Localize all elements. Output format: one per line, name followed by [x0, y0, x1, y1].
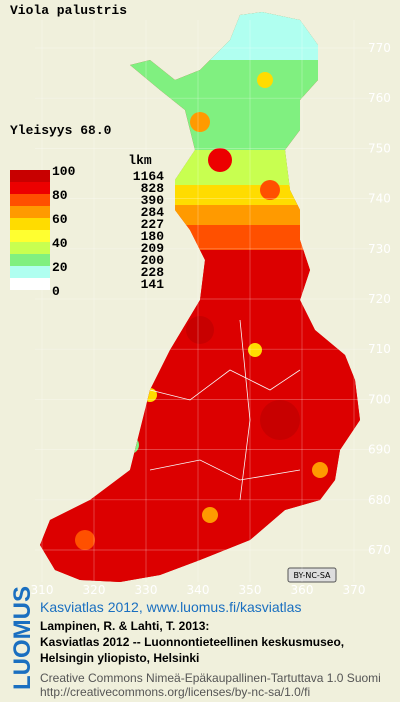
legend-count: 390 — [141, 193, 165, 208]
x-tick-label: 360 — [291, 583, 314, 597]
y-tick-label: 700 — [368, 392, 391, 406]
y-tick-label: 710 — [368, 342, 391, 356]
legend-count: 209 — [141, 241, 165, 256]
legend-swatch — [10, 230, 50, 242]
license: Creative Commons Nimeä-Epäkaupallinen-Ta… — [40, 671, 381, 685]
x-tick-label: 340 — [187, 583, 210, 597]
x-tick-label: 370 — [343, 583, 366, 597]
legend-swatch — [10, 194, 50, 206]
legend-count: 227 — [141, 217, 164, 232]
logo: LUOMUS — [9, 586, 36, 690]
y-tick-label: 770 — [368, 41, 391, 55]
license-url[interactable]: http://creativecommons.org/licenses/by-n… — [40, 685, 310, 699]
frequency: Yleisyys 68.0 — [10, 123, 112, 138]
legend-swatch — [10, 170, 50, 182]
legend-swatch — [10, 278, 50, 290]
legend-count: 228 — [141, 265, 165, 280]
cc-badge — [287, 567, 337, 583]
citation-line: Helsingin yliopisto, Helsinki — [40, 651, 199, 665]
legend-label: 80 — [52, 188, 68, 203]
legend-swatch — [10, 242, 50, 254]
y-tick-label: 670 — [368, 543, 391, 557]
x-tick-label: 350 — [239, 583, 262, 597]
atlas-link[interactable]: Kasviatlas 2012, www.luomus.fi/kasviatla… — [40, 599, 301, 615]
citation-line: Lampinen, R. & Lahti, T. 2013: — [40, 619, 209, 633]
cc-badge-text: BY-NC-SA — [293, 571, 331, 580]
y-tick-label: 680 — [368, 493, 391, 507]
legend-label: 100 — [52, 164, 76, 179]
y-tick-label: 730 — [368, 242, 391, 256]
legend-count: 1164 — [133, 169, 164, 184]
y-tick-label: 760 — [368, 91, 391, 105]
legend-label: 40 — [52, 236, 68, 251]
legend-count: 180 — [141, 229, 165, 244]
y-tick-label: 750 — [368, 141, 391, 155]
legend-count: 141 — [141, 277, 165, 292]
x-tick-label: 320 — [83, 583, 106, 597]
legend-swatch — [10, 254, 50, 266]
legend-count: 284 — [141, 205, 165, 220]
species-title: Viola palustris — [10, 3, 127, 18]
citation-line: Kasviatlas 2012 -- Luonnontieteellinen k… — [40, 635, 344, 649]
legend-label: 20 — [52, 260, 68, 275]
legend-label: 60 — [52, 212, 68, 227]
y-tick-label: 690 — [368, 443, 391, 457]
legend-swatch — [10, 182, 50, 194]
legend-swatch — [10, 266, 50, 278]
legend-label: 0 — [52, 284, 60, 299]
y-tick-label: 740 — [368, 192, 391, 206]
legend-swatch — [10, 206, 50, 218]
y-tick-label: 720 — [368, 292, 391, 306]
legend-header: lkm — [128, 153, 152, 168]
x-tick-label: 330 — [135, 583, 158, 597]
x-tick-label: 310 — [31, 583, 54, 597]
legend-count: 828 — [141, 181, 165, 196]
legend-swatch — [10, 218, 50, 230]
legend-count: 200 — [141, 253, 165, 268]
